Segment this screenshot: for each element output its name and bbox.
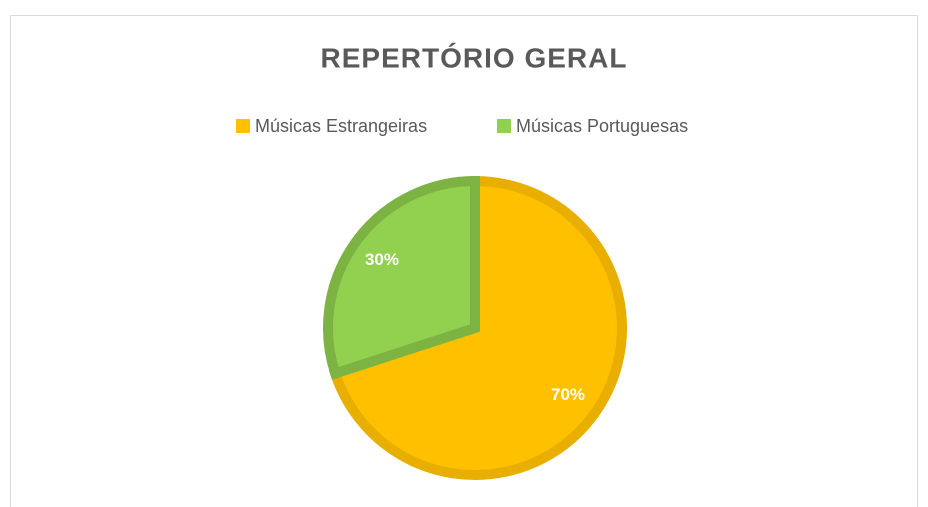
- legend: Músicas Estrangeiras Músicas Portuguesas: [236, 116, 688, 136]
- data-label: 70%: [551, 385, 585, 404]
- pie-slice: [323, 175, 480, 380]
- chart-title: REPERTÓRIO GERAL: [321, 42, 628, 73]
- legend-swatch: [497, 119, 511, 133]
- data-label: 30%: [365, 250, 399, 269]
- legend-swatch: [236, 119, 250, 133]
- chart-frame: [10, 15, 918, 507]
- legend-label: Músicas Portuguesas: [516, 116, 688, 136]
- legend-label: Músicas Estrangeiras: [255, 116, 427, 136]
- pie: 70% 30%: [323, 175, 627, 480]
